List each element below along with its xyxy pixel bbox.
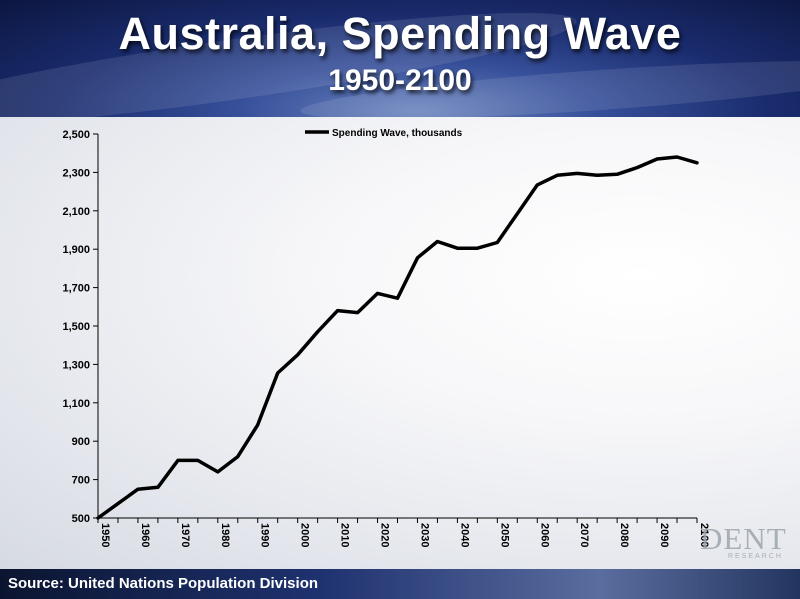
data-point [656, 158, 658, 160]
dent-research-logo: DENT RESEARCH [700, 521, 796, 565]
data-point [516, 213, 518, 215]
data-point [596, 174, 598, 176]
x-tick-label: 1970 [179, 523, 191, 547]
x-tick-label: 1980 [219, 523, 231, 547]
y-tick-label: 2,500 [62, 129, 90, 141]
y-tick-label: 1,700 [62, 283, 90, 295]
data-point [277, 372, 279, 374]
x-tick-label: 2090 [658, 523, 670, 547]
data-point [357, 312, 359, 314]
data-point [157, 486, 159, 488]
data-point [496, 241, 498, 243]
x-tick-label: 2050 [498, 523, 510, 547]
page-subtitle: 1950-2100 [328, 64, 472, 97]
y-tick-label: 900 [72, 436, 90, 448]
data-point [257, 424, 259, 426]
y-tick-label: 1,100 [62, 398, 90, 410]
line-chart: 500 700 900 1,100 1,300 1,500 1,700 1,900 2,100 2… [62, 128, 710, 547]
y-tick-label: 500 [72, 513, 90, 525]
x-tick-label: 2080 [618, 523, 630, 547]
data-point [217, 471, 219, 473]
logo-text: DENT [700, 521, 787, 556]
page-title: Australia, Spending Wave [118, 8, 682, 59]
x-tick-label: 2020 [379, 523, 391, 547]
data-point [476, 247, 478, 249]
data-point [337, 310, 339, 312]
source-note: Source: United Nations Population Divisi… [8, 575, 319, 592]
x-tick-label: 2040 [458, 523, 470, 547]
data-point [636, 167, 638, 169]
series-line-spending-wave [96, 155, 699, 520]
data-point [696, 162, 698, 164]
data-point [317, 331, 319, 333]
data-point [616, 173, 618, 175]
data-point [676, 156, 678, 158]
y-tick-label: 1,300 [62, 359, 90, 371]
data-point [197, 459, 199, 461]
x-tick-label: 2000 [299, 523, 311, 547]
legend-label: Spending Wave, thousands [332, 128, 463, 139]
data-point [97, 517, 99, 519]
y-tick-label: 2,300 [62, 167, 90, 179]
data-point [377, 292, 379, 294]
data-point [556, 174, 558, 176]
chart-area: 500 700 900 1,100 1,300 1,500 1,700 1,900 2,100 2… [0, 117, 800, 569]
x-tick-label: 2070 [578, 523, 590, 547]
x-tick-label: 2060 [538, 523, 550, 547]
data-point [237, 456, 239, 458]
footer-bar: Source: United Nations Population Divisi… [0, 569, 800, 599]
logo-subtext: RESEARCH [728, 553, 783, 560]
x-tick-label: 1950 [99, 523, 111, 547]
data-point [177, 459, 179, 461]
data-point [397, 297, 398, 299]
x-tick-label: 1990 [259, 523, 271, 547]
data-point [117, 503, 119, 505]
x-tick-label: 2100 [698, 523, 710, 547]
data-point [576, 172, 578, 174]
data-point [416, 257, 418, 259]
y-tick-label: 1,900 [62, 244, 90, 256]
y-tick-label: 700 [72, 475, 90, 487]
y-tick-label: 1,500 [62, 321, 90, 333]
x-tick-label: 1960 [139, 523, 151, 547]
data-point [137, 488, 139, 490]
data-point [297, 354, 299, 356]
x-tick-label: 2010 [339, 523, 351, 547]
y-tick-label: 2,100 [62, 206, 90, 218]
x-tick-label: 2030 [418, 523, 430, 547]
data-point [536, 184, 538, 186]
data-point [456, 247, 458, 249]
header-banner: Australia, Spending Wave 1950-2100 [0, 0, 800, 117]
data-point [436, 241, 438, 243]
